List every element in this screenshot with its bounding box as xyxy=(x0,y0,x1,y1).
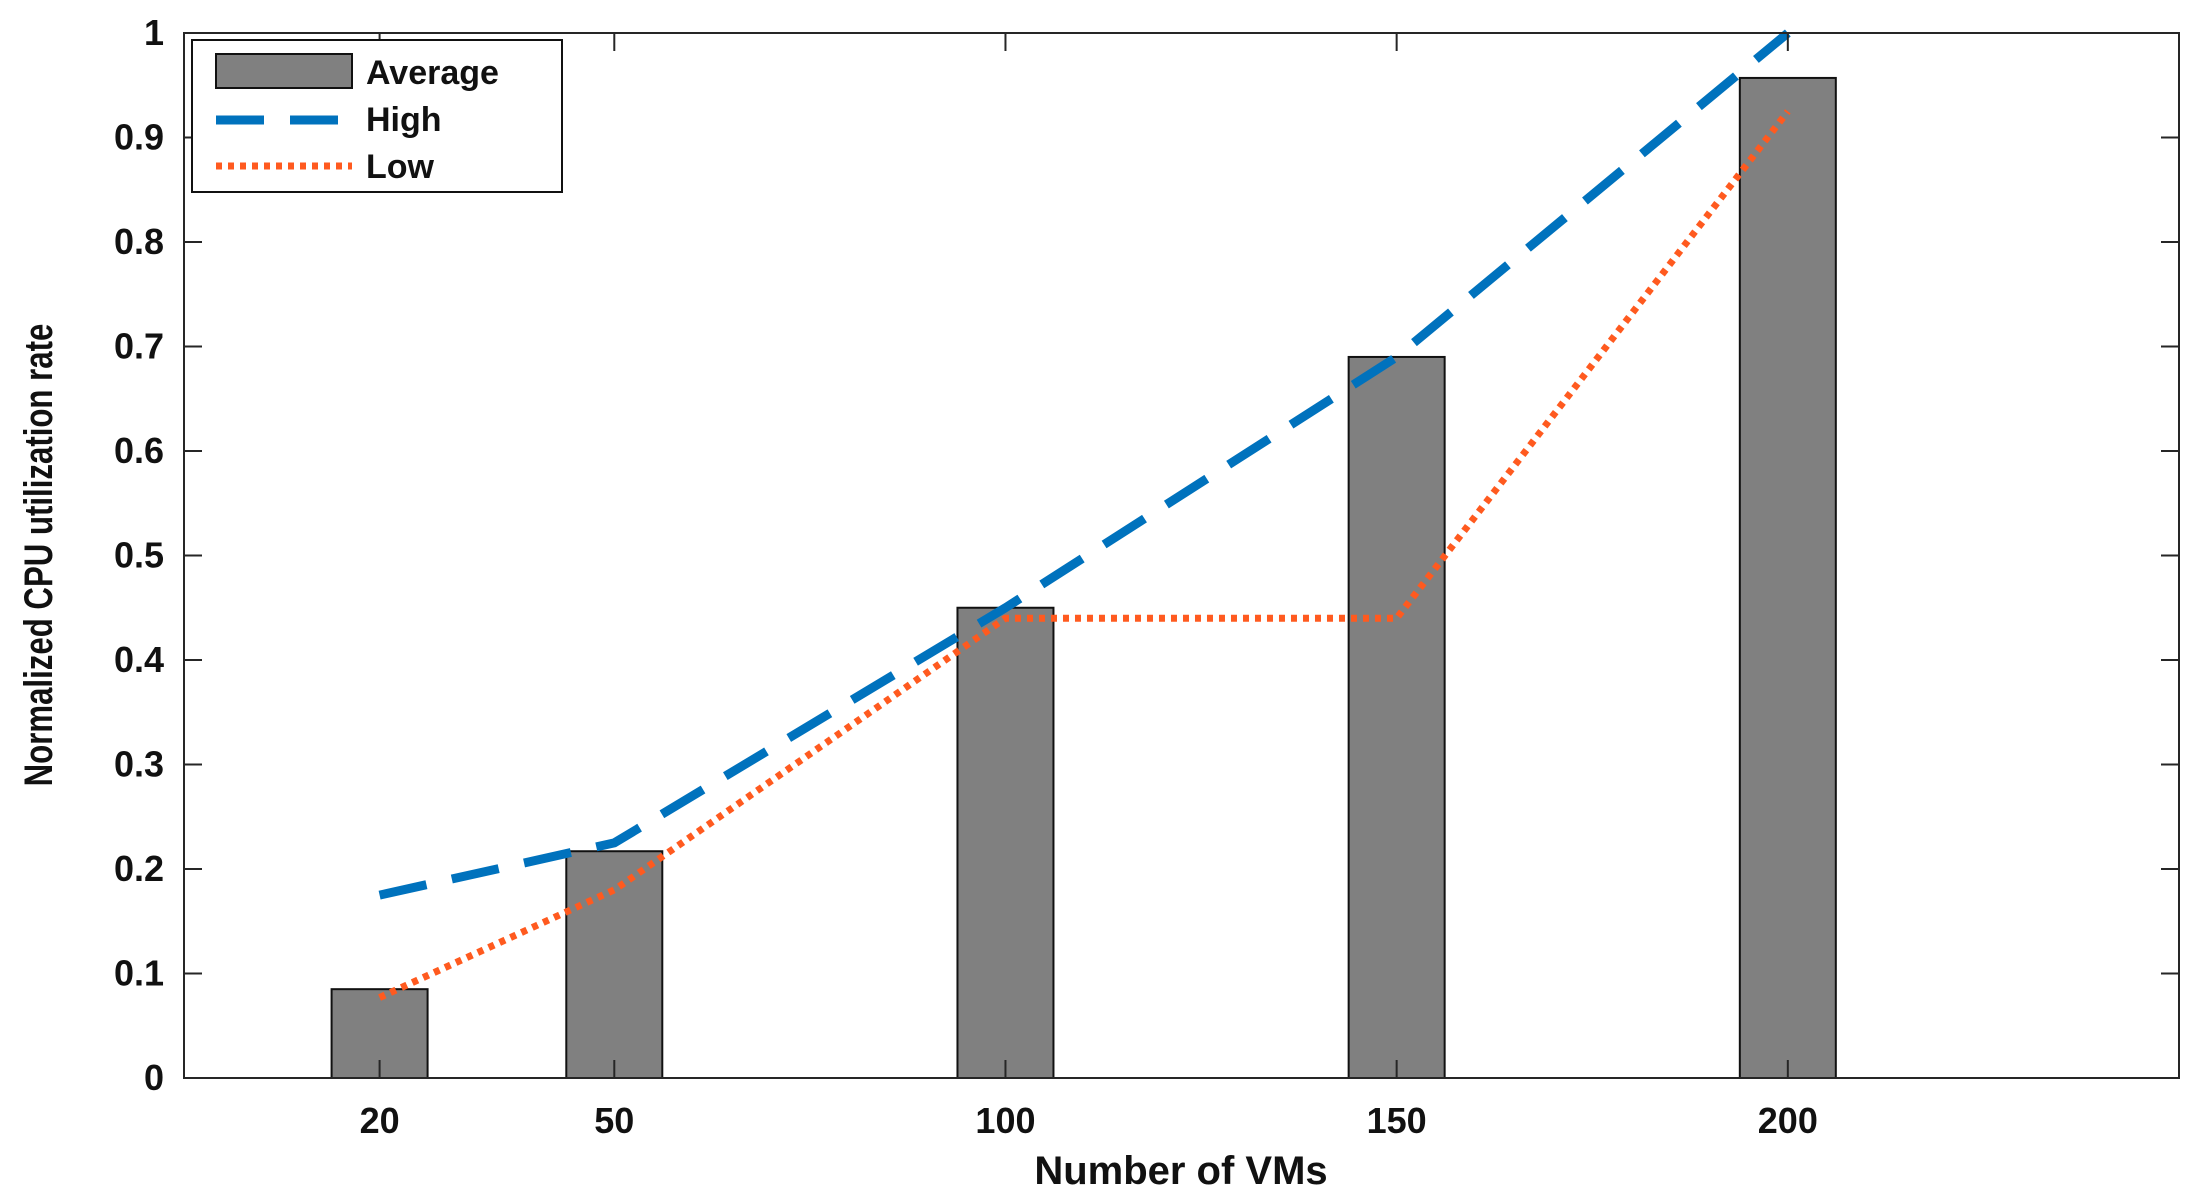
x-tick-label: 200 xyxy=(1758,1100,1818,1141)
legend: Average High Low xyxy=(191,39,563,193)
bar-average-200 xyxy=(1738,76,1837,1079)
y-tick-label: 0.6 xyxy=(114,430,164,471)
y-tick-label: 0.4 xyxy=(114,639,164,680)
y-tick-label: 0.7 xyxy=(114,326,164,367)
line-low xyxy=(378,109,1791,1001)
point-low-150 xyxy=(1396,618,1397,619)
x-tick-label: 50 xyxy=(594,1100,634,1141)
point-low-50 xyxy=(614,889,615,890)
bar-average-50 xyxy=(565,850,664,1079)
ticks-layer: 0 0.1 0.2 0.3 0.4 0.5 0.6 0.7 0.8 0.9 1 20 50 100 150 2… xyxy=(114,12,2179,1141)
y-tick-label: 0.3 xyxy=(114,744,164,785)
y-tick-label: 0.8 xyxy=(114,221,164,262)
point-low-20 xyxy=(379,997,380,998)
point-low-100 xyxy=(1005,618,1006,619)
y-axis-title: Normalized CPU utilization rate xyxy=(16,324,61,787)
bar-average-100 xyxy=(956,606,1055,1079)
legend-label-average: Average xyxy=(366,54,499,92)
line-high xyxy=(378,29,1791,900)
lines-layer xyxy=(378,29,1791,1001)
point-high-100 xyxy=(1005,607,1006,608)
legend-swatch-average xyxy=(215,53,353,89)
y-tick-label: 1 xyxy=(144,12,164,53)
y-tick-label: 0.1 xyxy=(114,953,164,994)
y-tick-label: 0.2 xyxy=(114,848,164,889)
y-tick-label: 0.5 xyxy=(114,535,164,576)
x-tick-label: 150 xyxy=(1367,1100,1427,1141)
legend-label-high: High xyxy=(366,101,442,139)
point-high-20 xyxy=(379,895,380,896)
bars-layer xyxy=(330,76,1837,1079)
x-axis-title: Number of VMs xyxy=(1034,1149,1327,1193)
x-tick-label: 20 xyxy=(360,1100,400,1141)
point-high-150 xyxy=(1396,356,1397,357)
x-tick-label: 100 xyxy=(975,1100,1035,1141)
y-tick-label: 0 xyxy=(144,1057,164,1098)
point-high-50 xyxy=(614,842,615,843)
point-low-200 xyxy=(1787,111,1788,112)
y-tick-label: 0.9 xyxy=(114,117,164,158)
bar-average-150 xyxy=(1347,355,1446,1079)
legend-label-low: Low xyxy=(366,148,435,186)
